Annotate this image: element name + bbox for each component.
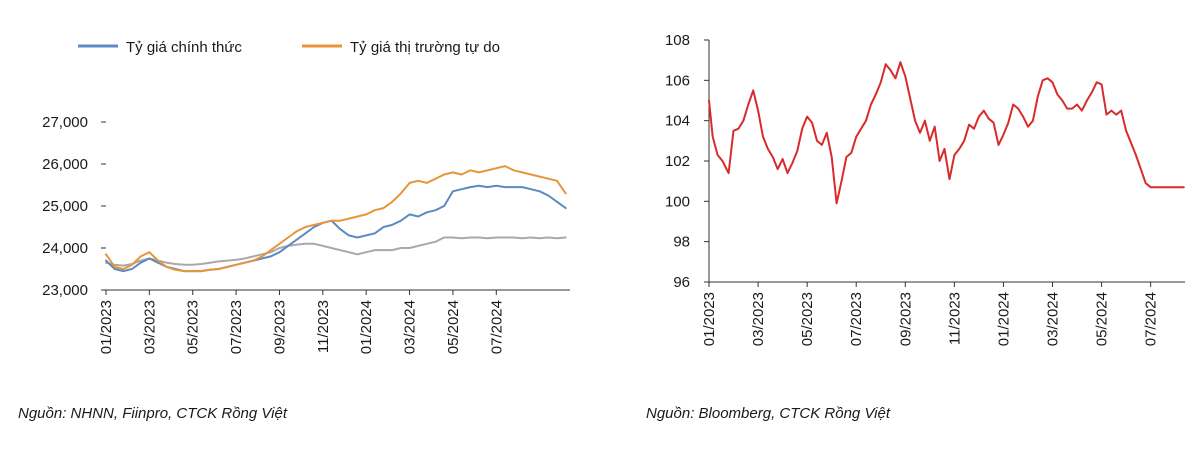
left-x-tick-label: 01/2024 [358,300,375,354]
left-series-line-2 [105,236,567,267]
right-x-tick-label: 03/2023 [750,292,767,346]
left-x-tick-label: 03/2024 [402,300,419,354]
left-x-tick-label: 05/2024 [445,300,462,354]
left-series-line-1 [105,165,567,273]
left-source-note: Nguồn: NHNN, Fiinpro, CTCK Rồng Việt [18,405,288,422]
right-y-axis-ticks: 108 106 104 102 100 98 96 [665,32,709,291]
left-x-axis-ticks: 01/2023 03/2023 05/2023 07/2023 09/2023 11/20… [98,290,505,354]
left-y-tick-label: 27,000 [42,114,88,131]
right-series-group [708,61,1185,205]
right-y-tick-label: 104 [665,113,690,130]
right-x-tick-label: 01/2024 [995,292,1012,346]
left-legend: Tỷ giá chính thức Tỷ giá thị trường tự d… [78,39,500,56]
right-y-tick-label: 100 [665,193,690,210]
left-y-tick-label: 23,000 [42,282,88,299]
right-x-axis-ticks: 01/2023 03/2023 05/2023 07/2023 09/2023 11/20… [701,282,1160,346]
right-y-tick-label: 98 [673,234,690,251]
right-x-tick-label: 05/2024 [1094,292,1111,346]
right-x-tick-label: 03/2024 [1045,292,1062,346]
left-x-tick-label: 11/2023 [315,300,332,353]
left-series-group [105,165,567,273]
right-y-tick-label: 106 [665,72,690,89]
left-y-tick-label: 25,000 [42,198,88,215]
right-x-tick-label: 07/2023 [848,292,865,346]
legend-label-official-rate: Tỷ giá chính thức [126,39,242,56]
left-y-tick-label: 24,000 [42,240,88,257]
left-x-tick-label: 07/2023 [228,300,245,354]
left-x-tick-label: 03/2023 [141,300,158,354]
right-x-tick-label: 07/2024 [1143,292,1160,346]
right-x-tick-label: 01/2023 [701,292,718,346]
right-chart: 108 106 104 102 100 98 96 01/2023 03/2023 05/202… [646,32,1185,422]
right-x-tick-label: 09/2023 [897,292,914,346]
right-y-tick-label: 96 [673,274,690,291]
right-y-tick-label: 108 [665,32,690,49]
left-x-tick-label: 07/2024 [488,300,505,354]
left-chart: Tỷ giá chính thức Tỷ giá thị trường tự d… [18,39,570,422]
left-y-tick-label: 26,000 [42,156,88,173]
left-y-axis-ticks: 27,000 26,000 25,000 24,000 23,000 [42,114,106,299]
left-x-tick-label: 01/2023 [98,300,115,354]
left-x-tick-label: 09/2023 [271,300,288,354]
right-series-line-0 [708,61,1185,205]
legend-label-free-market-rate: Tỷ giá thị trường tự do [350,39,500,56]
right-x-tick-label: 05/2023 [799,292,816,346]
right-y-tick-label: 102 [665,153,690,170]
right-source-note: Nguồn: Bloomberg, CTCK Rồng Việt [646,405,891,422]
left-x-tick-label: 05/2023 [185,300,202,354]
right-x-tick-label: 11/2023 [946,292,963,345]
left-series-line-0 [105,184,567,273]
